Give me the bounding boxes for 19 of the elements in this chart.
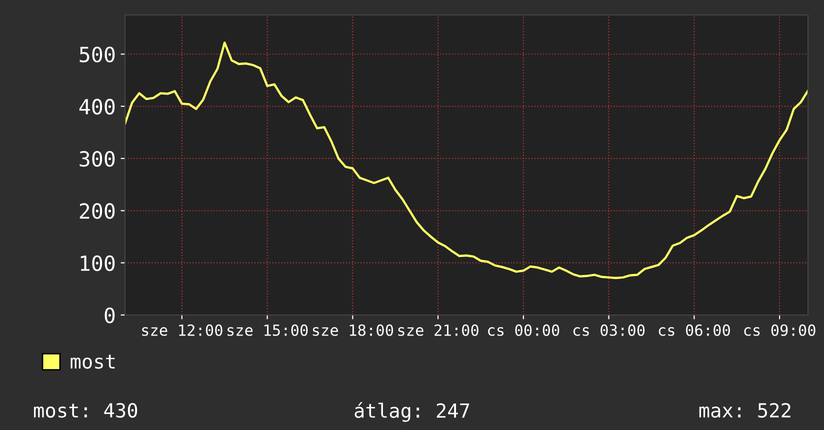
y-tick-label: 500 (80, 46, 115, 62)
text: max: 522 (699, 402, 790, 418)
x-tick-label: sze 21:00 (398, 324, 478, 336)
legend-label: most (70, 354, 115, 369)
text: átlag: 247 (354, 402, 470, 422)
y-tick-label: 0 (104, 308, 115, 324)
x-tick-label: sze 18:00 (312, 324, 394, 336)
x-tick-label: cs 06:00 (658, 324, 730, 336)
x-tick-label: sze 12:00 (142, 324, 222, 336)
x-tick-label: sze 15:00 (227, 324, 308, 336)
x-tick-label: cs 03:00 (573, 324, 645, 336)
y-tick-label: 100 (80, 255, 115, 272)
line-series (125, 42, 808, 280)
y-tick-label: 200 (80, 203, 115, 219)
x-tick-label: cs 09:00 (744, 324, 816, 336)
text: most: 430 (34, 402, 138, 418)
y-tick-label: 400 (79, 98, 115, 115)
y-tick-label: 300 (80, 150, 115, 167)
x-tick-label: cs 00:00 (488, 324, 560, 336)
